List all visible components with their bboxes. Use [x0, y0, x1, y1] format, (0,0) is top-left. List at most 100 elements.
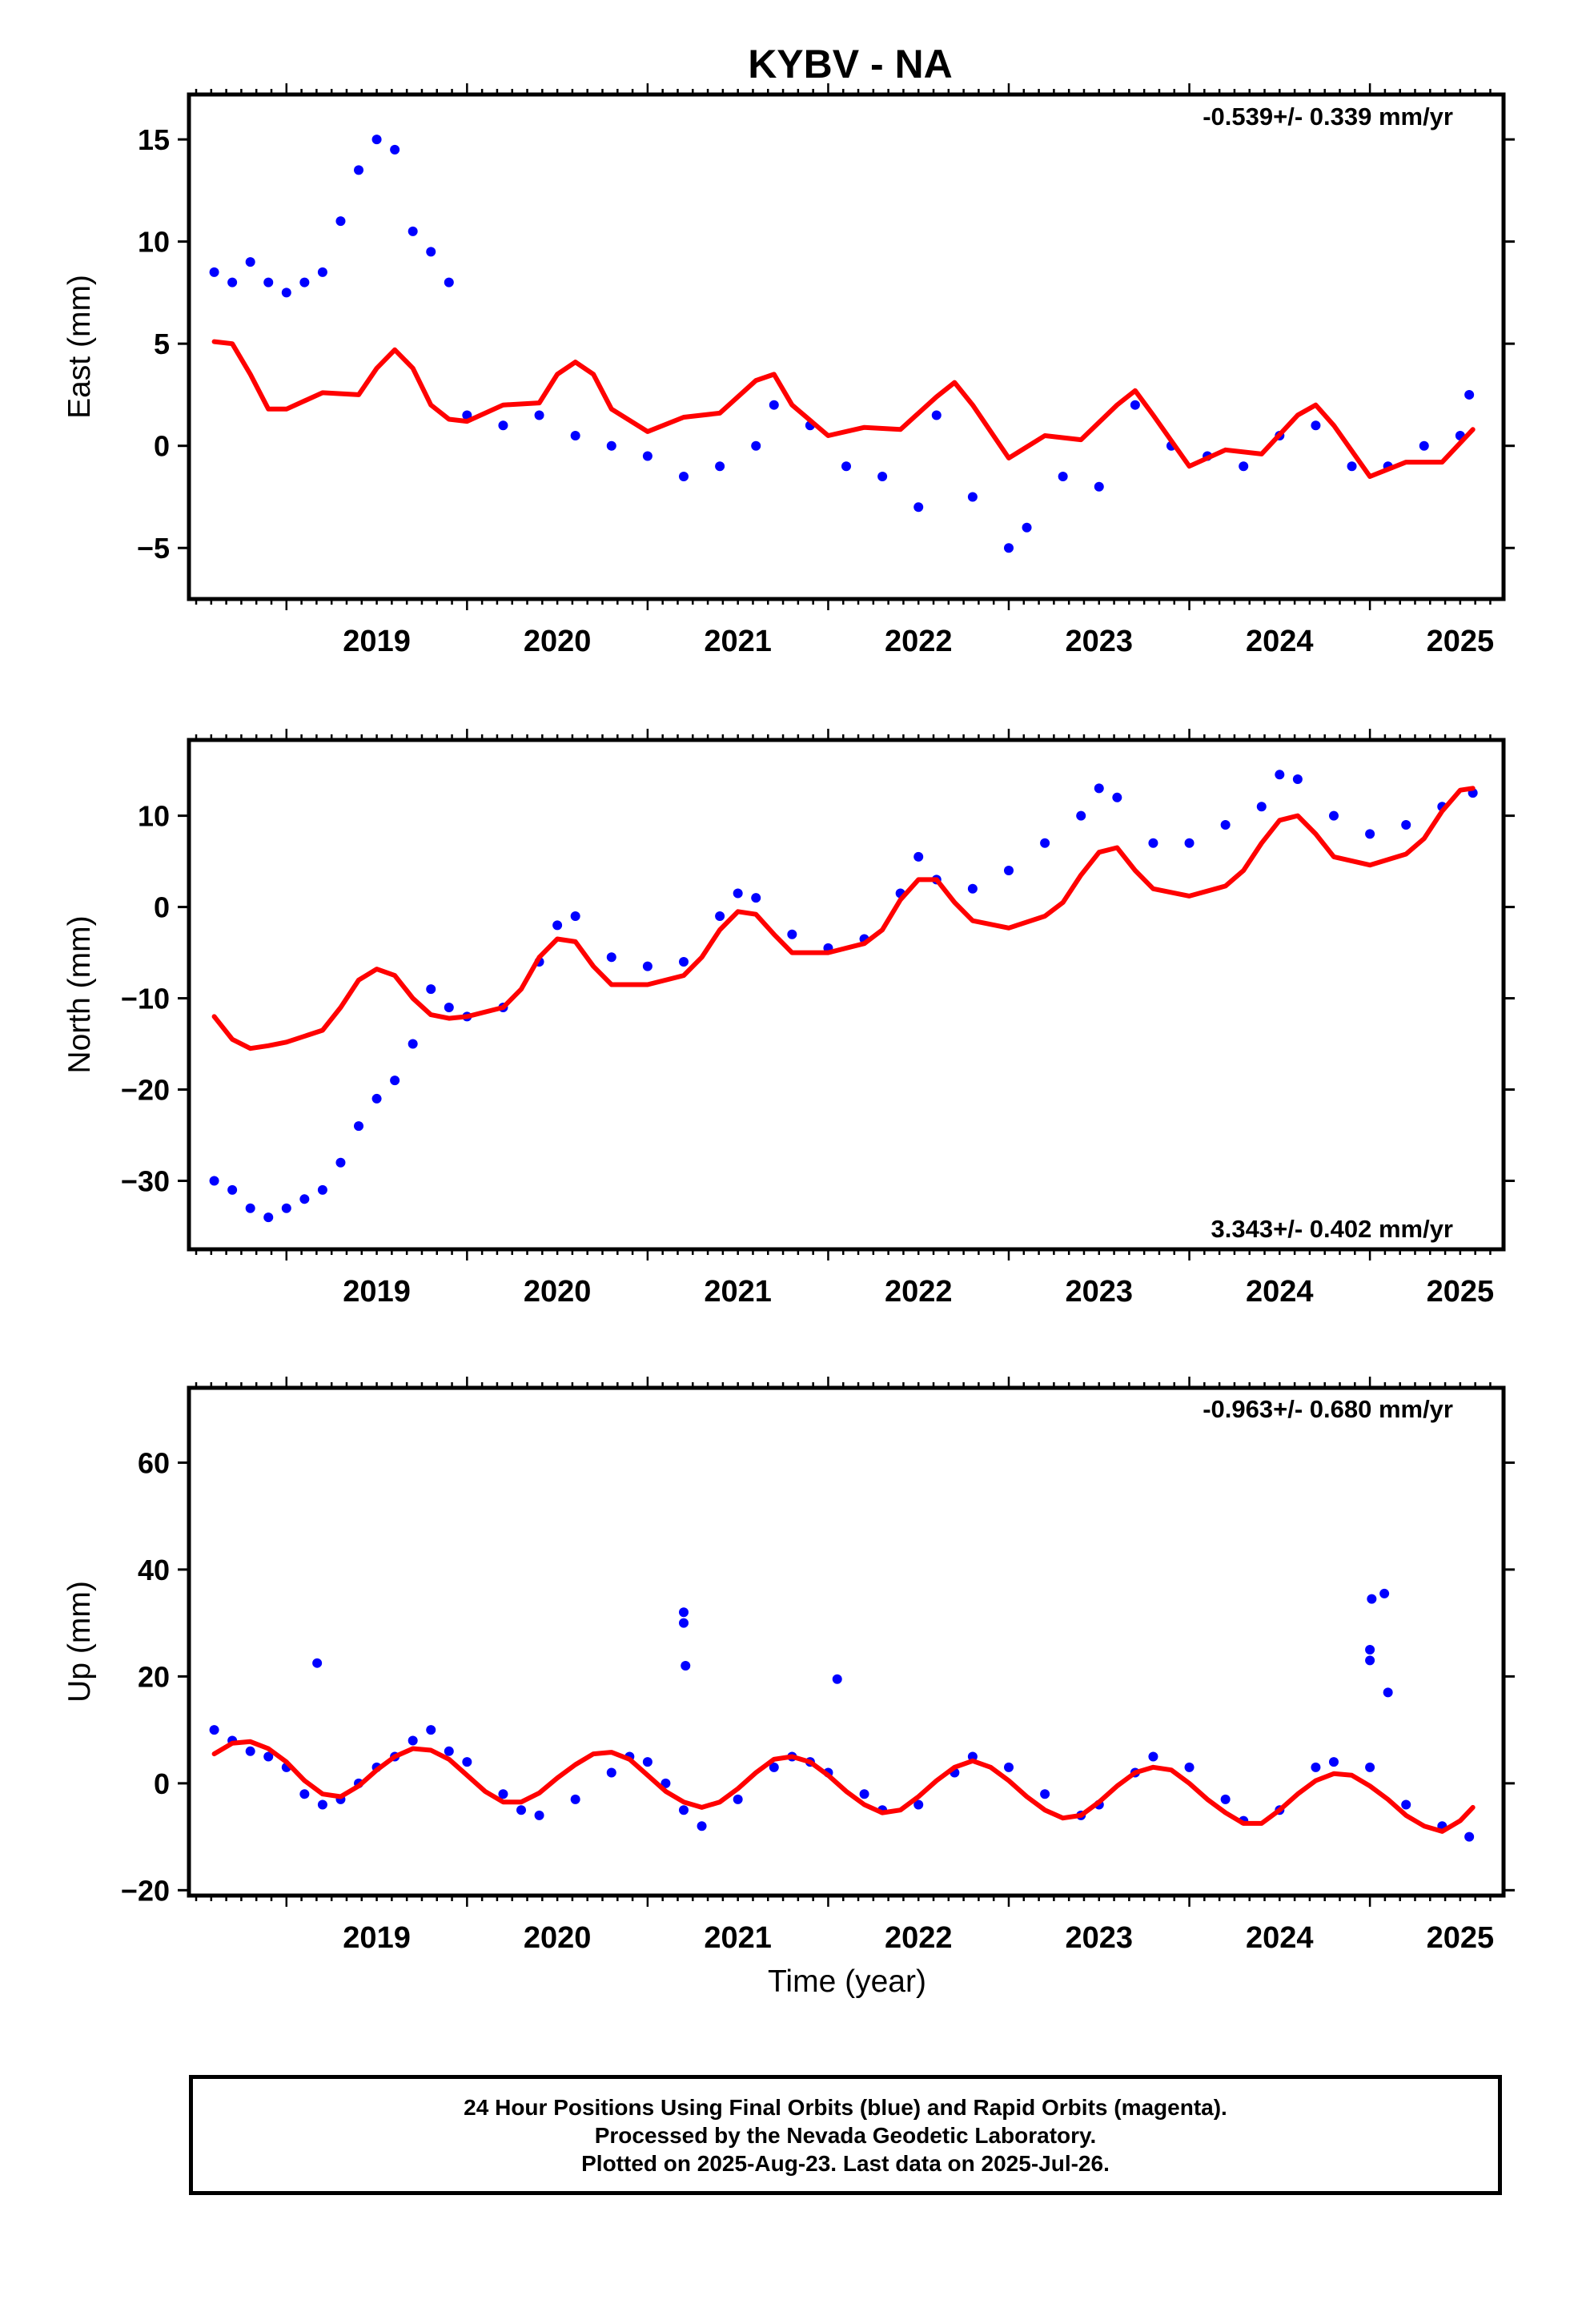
data-point: [1367, 1594, 1377, 1604]
data-point: [245, 257, 255, 267]
data-point: [426, 984, 436, 995]
data-point: [1003, 543, 1014, 553]
x-tick-label: 2024: [1246, 1275, 1314, 1309]
data-point: [751, 893, 761, 903]
data-point: [1383, 1687, 1393, 1698]
data-point: [1292, 774, 1303, 785]
y-tick-label: 0: [154, 430, 170, 463]
data-point: [371, 135, 382, 145]
data-point: [1022, 522, 1032, 533]
data-point: [209, 267, 219, 277]
data-point: [1094, 783, 1104, 794]
data-point: [679, 956, 689, 967]
panel-1: −5 0 5 10 15 2019 2020 2021 2022 2023 2024 2025 East…: [62, 83, 1515, 658]
data-point: [931, 410, 942, 420]
data-point: [1401, 820, 1411, 830]
footer-box: 24 Hour Positions Using Final Orbits (bl…: [189, 2075, 1502, 2195]
plot-frame: [187, 1385, 1506, 1898]
data-point: [787, 929, 797, 939]
y-tick-label: 10: [138, 226, 170, 259]
y-tick-label: 0: [154, 1767, 170, 1800]
data-point: [967, 492, 978, 502]
x-axis-label: Time (year): [768, 1964, 926, 1999]
x-tick-label: 2020: [524, 1275, 592, 1309]
data-point: [1040, 1789, 1050, 1799]
data-point: [1148, 838, 1158, 848]
data-point: [1130, 400, 1140, 410]
data-point: [1094, 481, 1104, 492]
data-point: [209, 1176, 219, 1186]
chart-title: KYBV - NA: [748, 42, 953, 86]
y-tick-label: 5: [154, 328, 170, 360]
data-point: [642, 961, 652, 971]
y-tick-label: 10: [138, 800, 170, 833]
x-tick-label: 2023: [1065, 1275, 1133, 1309]
data-point: [299, 1789, 310, 1799]
panel-3: −20 0 20 40 60 2019 2020 2021 2022 2023 2024 2025 Up…: [62, 1377, 1515, 1955]
data-point: [715, 461, 725, 472]
data-point: [281, 1203, 291, 1213]
data-point: [1003, 865, 1014, 875]
data-point: [317, 1184, 327, 1195]
rate-label: 3.343+/- 0.402 mm/yr: [1211, 1215, 1453, 1243]
data-point: [444, 1746, 454, 1756]
data-point: [1379, 1588, 1390, 1598]
data-point: [245, 1746, 255, 1756]
x-tick-label: 2020: [524, 625, 592, 658]
data-point: [913, 851, 924, 862]
rate-label: -0.963+/- 0.680 mm/yr: [1203, 1395, 1453, 1423]
data-point: [516, 1805, 527, 1815]
x-tick-label: 2025: [1427, 1921, 1495, 1955]
data-point: [877, 471, 888, 481]
data-point: [1419, 440, 1429, 451]
data-point: [371, 1093, 382, 1104]
data-point: [1401, 1799, 1411, 1810]
data-point: [679, 1607, 689, 1618]
data-point: [1239, 461, 1249, 472]
x-tick-label: 2020: [524, 1921, 592, 1955]
data-point: [1311, 420, 1321, 431]
y-axis-label: East (mm): [62, 275, 97, 419]
plot-frame: [187, 738, 1506, 1252]
data-point: [859, 1789, 869, 1799]
x-tick-label: 2019: [343, 625, 411, 658]
panel-2: −30 −20 −10 0 10 2019 2020 2021 2022 2023 2024 2025…: [62, 729, 1515, 1309]
data-point: [1275, 770, 1285, 780]
data-point: [751, 440, 761, 451]
data-point: [390, 144, 400, 155]
x-tick-label: 2019: [343, 1275, 411, 1309]
data-point: [606, 440, 616, 451]
data-point: [534, 1810, 544, 1820]
data-point: [913, 502, 924, 513]
data-point: [462, 1757, 472, 1767]
rate-label: -0.539+/- 0.339 mm/yr: [1203, 103, 1453, 131]
data-point: [390, 1076, 400, 1086]
data-point: [715, 911, 725, 921]
data-point: [1112, 792, 1122, 802]
data-point: [426, 247, 436, 257]
footer-line-1: 24 Hour Positions Using Final Orbits (bl…: [464, 2094, 1227, 2120]
data-point: [263, 1751, 274, 1762]
data-point: [426, 1725, 436, 1735]
y-tick-label: −20: [121, 1074, 170, 1107]
data-point: [570, 430, 580, 440]
x-tick-label: 2021: [704, 625, 772, 658]
data-point: [681, 1661, 691, 1671]
data-point: [642, 1757, 652, 1767]
data-point: [679, 1805, 689, 1815]
data-point: [661, 1778, 671, 1788]
data-point: [227, 277, 238, 287]
data-point: [733, 888, 743, 899]
y-tick-label: −30: [121, 1165, 170, 1198]
data-point: [1328, 810, 1339, 821]
data-point: [1464, 1831, 1475, 1842]
data-point: [967, 1751, 978, 1762]
data-point: [1148, 1751, 1158, 1762]
data-point: [1003, 1762, 1014, 1772]
data-point: [444, 277, 454, 287]
x-tick-label: 2022: [885, 1921, 953, 1955]
y-axis-label: North (mm): [62, 915, 97, 1073]
y-tick-label: 0: [154, 891, 170, 924]
data-point: [769, 1762, 779, 1772]
data-point: [967, 883, 978, 894]
